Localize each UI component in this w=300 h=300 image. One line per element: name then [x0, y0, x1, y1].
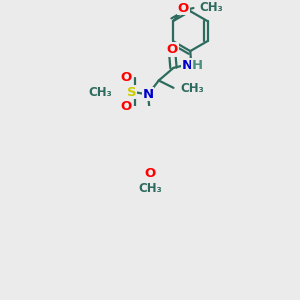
Text: CH₃: CH₃ [139, 182, 162, 195]
Text: O: O [120, 100, 131, 113]
Text: CH₃: CH₃ [88, 85, 112, 98]
Text: O: O [167, 43, 178, 56]
Text: N: N [182, 59, 193, 72]
Text: O: O [145, 167, 156, 180]
Text: N: N [143, 88, 154, 100]
Text: O: O [120, 71, 131, 84]
Text: CH₃: CH₃ [180, 82, 204, 95]
Text: H: H [191, 59, 203, 72]
Text: CH₃: CH₃ [199, 1, 223, 14]
Text: S: S [127, 85, 136, 98]
Text: O: O [178, 2, 189, 14]
